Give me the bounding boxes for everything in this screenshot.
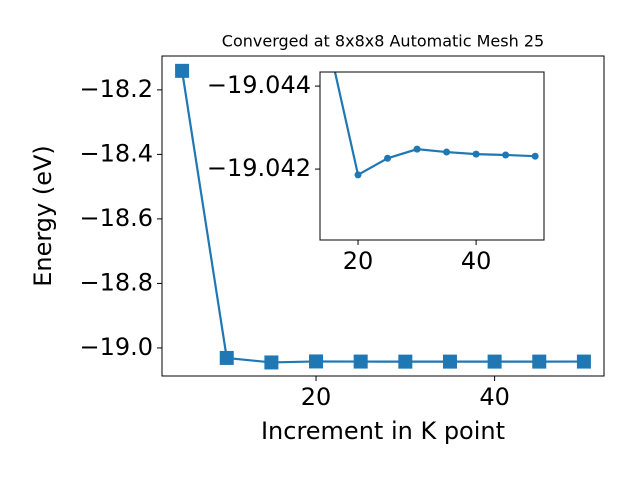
- y-tick-label: −18.4: [79, 139, 153, 167]
- point: [443, 148, 451, 156]
- point: [309, 354, 324, 369]
- x-tick-label: 20: [301, 383, 332, 411]
- point: [472, 150, 480, 158]
- y-axis-label: Energy (eV): [29, 145, 57, 287]
- series: [175, 63, 591, 370]
- point: [532, 354, 547, 369]
- point: [354, 171, 362, 179]
- y-tick-label: −18.6: [79, 204, 153, 232]
- x-tick-label: 20: [343, 247, 374, 275]
- point: [398, 354, 413, 369]
- point: [384, 154, 392, 162]
- series-line: [333, 72, 536, 177]
- series-line: [181, 70, 584, 364]
- point: [502, 151, 510, 159]
- y-tick-label: −18.8: [79, 268, 153, 296]
- chart-title: Converged at 8x8x8 Automatic Mesh 25: [222, 32, 544, 51]
- y-tick-label: −19.0: [79, 333, 153, 361]
- plot-frame: [319, 71, 545, 241]
- point: [487, 354, 502, 369]
- y-tick-label: −19.044: [207, 71, 311, 99]
- point: [264, 355, 279, 370]
- y-tick-label: −19.042: [207, 154, 311, 182]
- point: [442, 354, 457, 369]
- x-tick-label: 40: [461, 247, 492, 275]
- x-tick-label: 40: [479, 383, 510, 411]
- point: [531, 152, 539, 160]
- series: [333, 72, 539, 179]
- point: [219, 350, 234, 365]
- point: [353, 354, 368, 369]
- y-tick-label: −18.2: [79, 75, 153, 103]
- point: [175, 63, 190, 78]
- point: [413, 145, 421, 153]
- point: [576, 354, 591, 369]
- plot-frame: [161, 55, 605, 377]
- x-axis-label: Increment in K point: [261, 417, 505, 445]
